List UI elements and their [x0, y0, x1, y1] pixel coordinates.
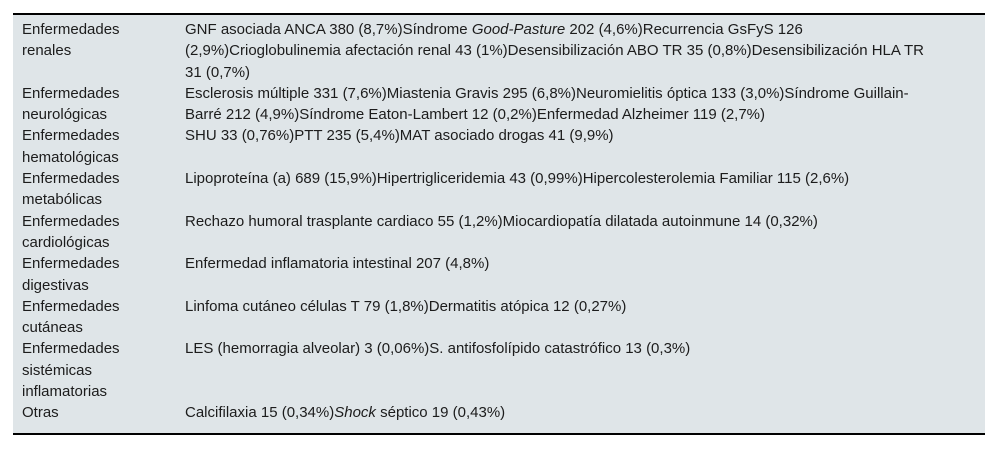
diseases-cell: Calcifilaxia 15 (0,34%)Shock séptico 19 …: [185, 402, 985, 423]
category-cell: Enfermedades renales: [22, 21, 120, 60]
diseases-table: Enfermedades renales GNF asociada ANCA 38…: [13, 13, 985, 435]
diseases-cell: Enfermedad inflamatoria intestinal 207 (…: [185, 253, 985, 274]
diseases-cell: SHU 33 (0,76%)PTT 235 (5,4%)MAT asociado…: [185, 125, 985, 146]
table-row: Enfermedades metabólicas Lipoproteína (a)…: [13, 168, 985, 211]
disease-text: séptico 19 (0,43%): [375, 404, 506, 422]
category-cell: Enfermedades metabólicas: [22, 170, 120, 209]
disease-text: LES (hemorragia alveolar) 3 (0,06%)S. an…: [185, 340, 691, 358]
disease-text-italic: Good-Pasture: [471, 21, 566, 38]
category-cell: Enfermedades cardiológicas: [22, 212, 120, 251]
disease-text: Enfermedad inflamatoria intestinal 207 (…: [185, 255, 490, 273]
disease-text: Linfoma cutáneo células T 79 (1,8%)Derma…: [185, 297, 627, 315]
table-row: Otras Calcifilaxia 15 (0,34%)Shock séptic…: [13, 402, 985, 423]
diseases-cell: Lipoproteína (a) 689 (15,9%)Hipertriglic…: [185, 168, 985, 189]
table-row: Enfermedades digestivas Enfermedad inflam…: [13, 253, 985, 296]
diseases-table-body: Enfermedades renales GNF asociada ANCA 38…: [13, 19, 985, 424]
category-cell: Enfermedades cutáneas: [22, 297, 120, 337]
diseases-cell: LES (hemorragia alveolar) 3 (0,06%)S. an…: [185, 338, 985, 359]
category-cell: Enfermedades neurológicas: [22, 84, 120, 124]
disease-text-italic: Shock: [334, 404, 376, 422]
table-row: Enfermedades sistémicas inflamatorias LES…: [13, 338, 985, 402]
diseases-cell: Esclerosis múltiple 331 (7,6%)Miastenia …: [185, 83, 985, 126]
disease-text: SHU 33 (0,76%)PTT 235 (5,4%)MAT asociado…: [185, 127, 614, 145]
diseases-cell: Linfoma cutáneo células T 79 (1,8%)Derma…: [185, 296, 985, 317]
diseases-cell: GNF asociada ANCA 380 (8,7%)Síndrome Goo…: [185, 19, 985, 83]
diseases-cell: Rechazo humoral trasplante cardiaco 55 (…: [185, 211, 985, 232]
category-cell: Enfermedades sistémicas inflamatorias: [22, 340, 120, 401]
disease-text: Rechazo humoral trasplante cardiaco 55 (…: [185, 212, 818, 230]
disease-text: GNF asociada ANCA 380 (8,7%)Síndrome: [185, 21, 472, 38]
disease-text: Calcifilaxia 15 (0,34%): [185, 404, 335, 422]
table-row: Enfermedades neurológicas Esclerosis múlt…: [13, 83, 985, 126]
category-cell: Otras: [22, 404, 59, 422]
table-row: Enfermedades renales GNF asociada ANCA 38…: [13, 19, 985, 83]
disease-text: Esclerosis múltiple 331 (7,6%)Miastenia …: [185, 84, 909, 124]
disease-text: Lipoproteína (a) 689 (15,9%)Hipertriglic…: [185, 170, 850, 188]
category-cell: Enfermedades hematológicas: [22, 127, 120, 166]
table-row: Enfermedades hematológicas SHU 33 (0,76%)…: [13, 125, 985, 168]
disease-text: 202 (4,6%)Recurrencia GsFyS 126 (2,9%)Cr…: [185, 21, 924, 81]
category-cell: Enfermedades digestivas: [22, 255, 120, 294]
table-row: Enfermedades cutáneas Linfoma cutáneo cél…: [13, 296, 985, 339]
table-row: Enfermedades cardiológicas Rechazo humora…: [13, 211, 985, 254]
